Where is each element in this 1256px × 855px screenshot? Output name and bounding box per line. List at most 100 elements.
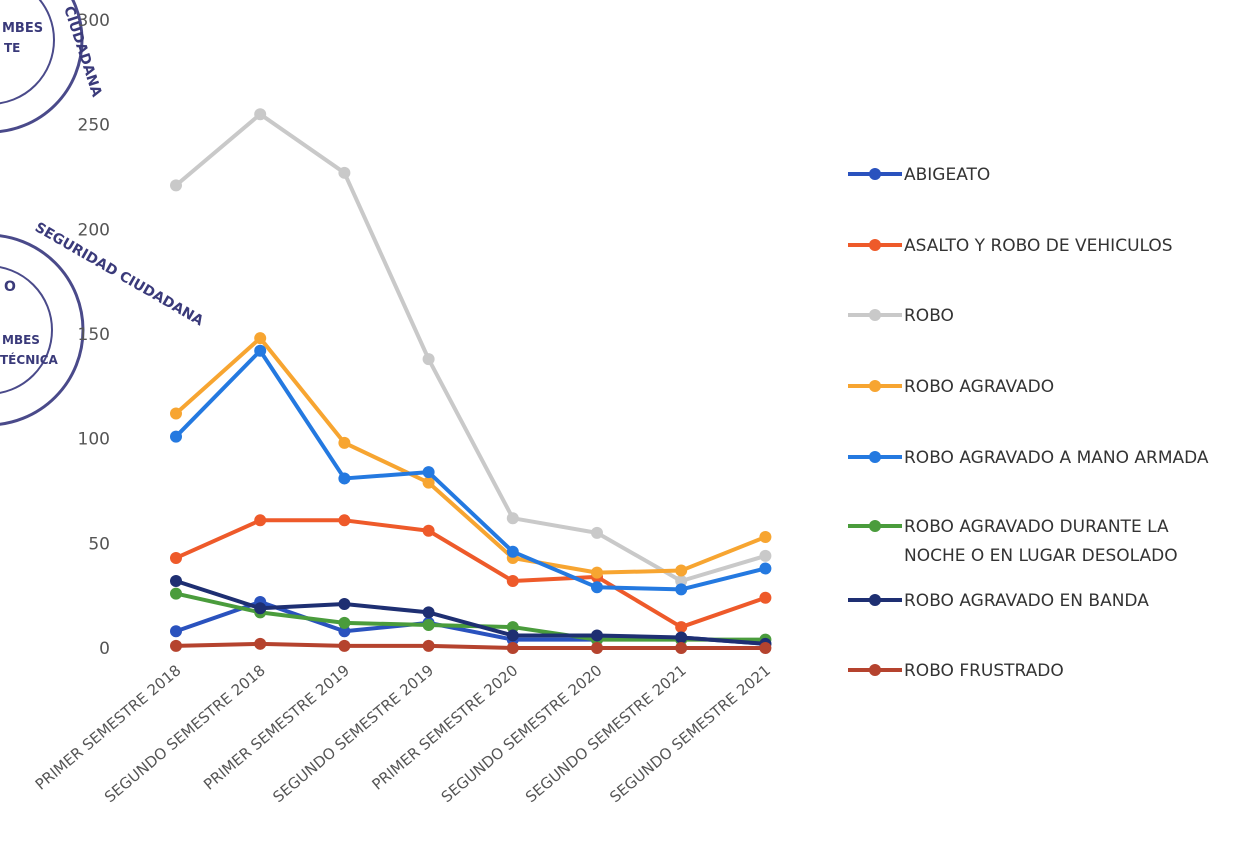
legend-label: ROBO AGRAVADO EN BANDA	[904, 591, 1149, 611]
x-tick-label: SEGUNDO SEMESTRE 2021	[522, 661, 690, 806]
legend-label: ASALTO Y ROBO DE VEHICULOS	[904, 236, 1173, 256]
x-tick-label: SEGUNDO SEMESTRE 2018	[101, 661, 269, 806]
official-stamp-bottom: O MBES TÉCNICA SEGURIDAD CIUDADANA	[0, 220, 206, 426]
legend-swatch-marker	[869, 664, 881, 676]
data-point	[254, 602, 267, 615]
data-point	[170, 625, 182, 638]
data-point	[422, 524, 435, 537]
legend-item: ROBO FRUSTRADO	[848, 661, 1064, 681]
data-point	[422, 476, 435, 489]
data-point	[254, 332, 267, 345]
data-point	[506, 575, 519, 588]
data-point	[254, 108, 267, 121]
data-point	[338, 166, 351, 179]
legend-swatch-marker	[869, 309, 881, 321]
series-line	[174, 579, 768, 646]
stamp-text: TÉCNICA	[0, 352, 59, 367]
legend-item: ROBO	[848, 306, 954, 326]
data-point	[338, 598, 351, 611]
data-point	[170, 575, 182, 588]
data-point	[591, 581, 603, 594]
series-group	[170, 344, 772, 596]
data-point	[422, 639, 435, 652]
data-point	[506, 642, 519, 654]
legend-swatch-marker	[869, 239, 881, 251]
data-point	[254, 514, 267, 527]
y-tick-label: 200	[78, 220, 110, 240]
data-point	[591, 566, 603, 579]
x-tick-label: PRIMER SEMESTRE 2019	[200, 661, 353, 793]
x-tick-label: SEGUNDO SEMESTRE 2019	[269, 661, 437, 806]
data-point	[170, 551, 182, 564]
legend-item: ROBO AGRAVADO A MANO ARMADA	[848, 448, 1209, 468]
legend-label: ROBO	[904, 306, 954, 326]
data-point	[591, 526, 603, 539]
data-point	[338, 625, 351, 638]
data-point	[506, 545, 519, 558]
data-point	[338, 616, 351, 629]
legend-label: ROBO AGRAVADO	[904, 377, 1054, 397]
legend-label: ROBO AGRAVADO A MANO ARMADA	[904, 448, 1209, 468]
data-point	[422, 353, 435, 366]
data-point	[591, 642, 603, 654]
data-point	[759, 591, 772, 604]
data-point	[506, 621, 519, 634]
y-axis-ticks: 0 50 100 150 200 250 300	[78, 11, 110, 659]
data-point	[254, 344, 267, 357]
series-line	[174, 112, 768, 584]
data-point	[254, 637, 267, 650]
data-point	[759, 642, 772, 654]
stamp-text: MBES	[2, 333, 40, 347]
data-point	[170, 587, 182, 600]
series-line	[174, 518, 768, 630]
series-group	[170, 637, 772, 654]
data-point	[338, 639, 351, 652]
data-point	[675, 642, 688, 654]
data-point	[338, 472, 351, 485]
data-point	[506, 512, 519, 525]
stamp-text: TE	[4, 41, 20, 55]
data-point	[170, 407, 182, 420]
series-line	[174, 336, 768, 575]
data-point	[675, 564, 688, 577]
y-tick-label: 250	[78, 116, 110, 136]
x-tick-label: PRIMER SEMESTRE 2018	[32, 661, 185, 793]
legend-label: ROBO FRUSTRADO	[904, 661, 1064, 681]
series-group	[170, 108, 772, 588]
series-group	[170, 575, 772, 650]
data-point	[675, 621, 688, 634]
data-point	[422, 606, 435, 619]
legend-item: ROBO AGRAVADO DURANTE LA NOCHE O EN LUGAR…	[848, 517, 1178, 566]
data-point	[675, 583, 688, 596]
legend-swatch-marker	[869, 380, 881, 392]
series-group	[170, 514, 772, 634]
legend-item: ABIGEATO	[848, 165, 990, 185]
y-tick-label: 100	[78, 430, 110, 450]
y-tick-label: 50	[88, 534, 110, 554]
series-line	[174, 591, 768, 642]
y-tick-label: 300	[78, 11, 110, 31]
legend-label: NOCHE O EN LUGAR DESOLADO	[904, 546, 1178, 566]
legend-item: ASALTO Y ROBO DE VEHICULOS	[848, 236, 1173, 256]
stamp-rim-text: SEGURIDAD CIUDADANA	[32, 220, 206, 330]
data-point	[422, 618, 435, 631]
legend-label: ROBO AGRAVADO DURANTE LA	[904, 517, 1169, 537]
data-point	[759, 531, 772, 544]
stamp-text: MBES	[2, 21, 43, 36]
series-group	[170, 332, 772, 579]
data-point	[422, 466, 435, 479]
data-point	[170, 639, 182, 652]
data-point	[675, 631, 688, 644]
data-point	[338, 514, 351, 527]
data-point	[591, 629, 603, 642]
series-line	[174, 348, 768, 592]
y-tick-label: 0	[99, 639, 110, 659]
data-point	[338, 436, 351, 449]
legend-item: ROBO AGRAVADO	[848, 377, 1054, 397]
x-tick-label: PRIMER SEMESTRE 2020	[369, 661, 522, 793]
data-point	[170, 430, 182, 443]
data-point	[759, 549, 772, 562]
data-point	[506, 629, 519, 642]
